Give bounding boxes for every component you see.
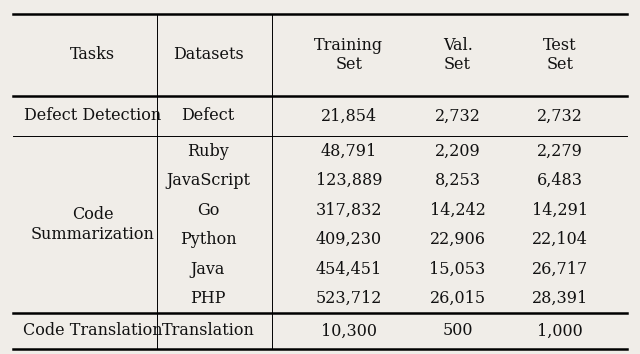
Text: Test
Set: Test Set: [543, 36, 577, 73]
Text: 10,300: 10,300: [321, 322, 377, 339]
Text: 1,000: 1,000: [537, 322, 583, 339]
Text: 14,242: 14,242: [429, 201, 486, 218]
Text: 48,791: 48,791: [321, 143, 377, 160]
Text: 2,209: 2,209: [435, 143, 481, 160]
Text: Training
Set: Training Set: [314, 36, 383, 73]
Text: Go: Go: [197, 201, 219, 218]
Text: 8,253: 8,253: [435, 172, 481, 189]
Text: 14,291: 14,291: [532, 201, 588, 218]
Text: 123,889: 123,889: [316, 172, 382, 189]
Text: 22,104: 22,104: [532, 231, 588, 248]
Text: Ruby: Ruby: [187, 143, 229, 160]
Text: 454,451: 454,451: [316, 261, 382, 278]
Text: Datasets: Datasets: [173, 46, 243, 63]
Text: 21,854: 21,854: [321, 107, 377, 125]
Text: Java: Java: [191, 261, 225, 278]
Text: 2,732: 2,732: [435, 107, 481, 125]
Text: 26,717: 26,717: [532, 261, 588, 278]
Text: 28,391: 28,391: [532, 290, 588, 307]
Text: PHP: PHP: [190, 290, 226, 307]
Text: 2,732: 2,732: [537, 107, 583, 125]
Text: 15,053: 15,053: [429, 261, 486, 278]
Text: Val.
Set: Val. Set: [443, 36, 472, 73]
Text: Translation: Translation: [161, 322, 255, 339]
Text: Tasks: Tasks: [70, 46, 115, 63]
Text: 6,483: 6,483: [537, 172, 583, 189]
Text: 2,279: 2,279: [537, 143, 583, 160]
Text: 22,906: 22,906: [429, 231, 486, 248]
Text: JavaScript: JavaScript: [166, 172, 250, 189]
Text: Code
Summarization: Code Summarization: [31, 206, 155, 243]
Text: Defect Detection: Defect Detection: [24, 107, 161, 125]
Text: Defect: Defect: [181, 107, 235, 125]
Text: 500: 500: [442, 322, 473, 339]
Text: 26,015: 26,015: [429, 290, 486, 307]
Text: Code Translation: Code Translation: [23, 322, 163, 339]
Text: 523,712: 523,712: [316, 290, 382, 307]
Text: 317,832: 317,832: [316, 201, 382, 218]
Text: Python: Python: [180, 231, 236, 248]
Text: 409,230: 409,230: [316, 231, 382, 248]
